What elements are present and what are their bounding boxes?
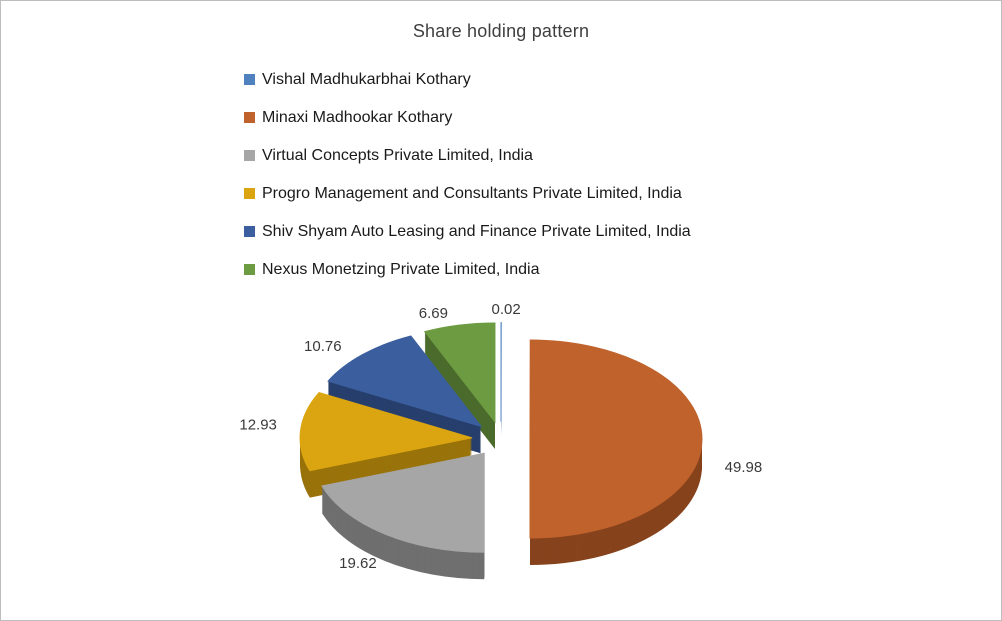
legend-swatch [244,226,255,237]
legend-label: Minaxi Madhookar Kothary [262,108,453,126]
legend-label: Nexus Monetzing Private Limited, India [262,260,540,278]
data-label: 6.69 [419,305,448,322]
data-label: 10.76 [304,338,342,355]
legend-item[interactable]: Vishal Madhukarbhai Kothary [244,69,691,90]
pie-slice[interactable] [321,452,485,580]
legend-swatch [244,264,255,275]
legend-swatch [244,150,255,161]
pie-slice[interactable] [327,335,483,454]
legend-label: Shiv Shyam Auto Leasing and Finance Priv… [262,222,691,240]
legend-item[interactable]: Virtual Concepts Private Limited, India [244,145,691,166]
legend-label: Vishal Madhukarbhai Kothary [262,70,471,88]
chart-title: Share holding pattern [412,21,590,41]
data-label: 19.62 [339,555,377,572]
legend-label: Virtual Concepts Private Limited, India [262,146,533,164]
data-label: 49.98 [725,459,763,476]
legend-item[interactable]: Minaxi Madhookar Kothary [244,107,691,128]
legend-swatch [244,74,255,85]
data-label: 0.02 [492,301,521,318]
pie-slice[interactable] [529,339,703,566]
legend-swatch [244,188,255,199]
pie-slice[interactable] [299,392,473,498]
legend: Vishal Madhukarbhai Kothary Minaxi Madho… [244,69,691,280]
data-label: 12.93 [239,416,277,433]
legend-label: Progro Management and Consultants Privat… [262,184,682,202]
legend-item[interactable]: Nexus Monetzing Private Limited, India [244,259,691,280]
legend-swatch [244,112,255,123]
legend-item[interactable]: Shiv Shyam Auto Leasing and Finance Priv… [244,221,691,242]
legend-item[interactable]: Progro Management and Consultants Privat… [244,183,691,204]
